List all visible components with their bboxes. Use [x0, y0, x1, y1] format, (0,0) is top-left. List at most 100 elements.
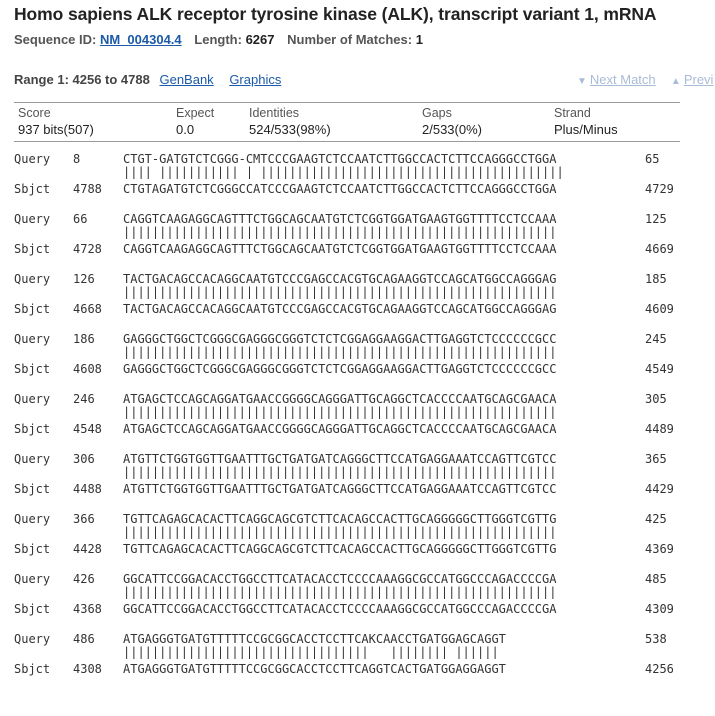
query-start: 486: [73, 632, 95, 646]
query-label: Query: [14, 392, 51, 406]
subject-end: 4369: [645, 542, 674, 556]
query-end: 125: [645, 212, 667, 226]
subject-start: 4488: [73, 482, 102, 496]
subject-sequence: ATGTTCTGGTGGTTGAATTTGCTGATGATCAGGGCTTCCA…: [123, 482, 557, 496]
query-sequence: ATGTTCTGGTGGTTGAATTTGCTGATGATCAGGGCTTCCA…: [123, 452, 557, 466]
subject-sequence: GGCATTCCGGACACCTGGCCTTCATACACCTCCCCAAAGG…: [123, 602, 557, 616]
length-label: Length:: [194, 32, 242, 47]
query-label: Query: [14, 512, 51, 526]
query-sequence: ATGAGGGTGATGTTTTTCCGCGGCACCTCCTTCAKCAACC…: [123, 632, 506, 646]
query-end: 305: [645, 392, 667, 406]
query-start: 66: [73, 212, 88, 226]
query-sequence: CTGT-GATGTCTCGGG-CMTCCCGAAGTCTCCAATCTTGG…: [123, 152, 557, 166]
subject-end: 4549: [645, 362, 674, 376]
subject-end: 4256: [645, 662, 674, 676]
query-label: Query: [14, 272, 51, 286]
match-line: ||||||||||||||||||||||||||||||||||||||||…: [123, 585, 557, 599]
query-end: 185: [645, 272, 667, 286]
query-end: 365: [645, 452, 667, 466]
query-label: Query: [14, 212, 51, 226]
match-line: ||||||||||||||||||||||||||||||||||||||||…: [123, 225, 557, 239]
query-end: 65: [645, 152, 660, 166]
subject-sequence: CTGTAGATGTCTCGGGCCATCCCGAAGTCTCCAATCTTGG…: [123, 182, 557, 196]
genbank-link[interactable]: GenBank: [159, 72, 214, 87]
query-sequence: GGCATTCCGGACACCTGGCCTTCATACACCTCCCCAAAGG…: [123, 572, 557, 586]
subject-end: 4429: [645, 482, 674, 496]
query-sequence: GAGGGCTGGCTCGGGCGAGGGCGGGTCTCTCGGAGGAAGG…: [123, 332, 557, 346]
subject-end: 4489: [645, 422, 674, 436]
subject-sequence: TACTGACAGCCACAGGCAATGTCCCGAGCCACGTGCAGAA…: [123, 302, 557, 316]
score-value: 937 bits(507): [18, 122, 94, 137]
length-value: 6267: [245, 32, 275, 47]
subject-start: 4608: [73, 362, 102, 376]
query-sequence: ATGAGCTCCAGCAGGATGAACCGGGGCAGGGATTGCAGGC…: [123, 392, 557, 406]
subject-label: Sbjct: [14, 662, 51, 676]
match-line: ||||||||||||||||||||||||||||||||||||||||…: [123, 285, 557, 299]
triangle-down-icon: ▼: [577, 76, 587, 87]
score-header: Score: [18, 106, 51, 120]
score-column: Score 937 bits(507): [18, 106, 94, 137]
match-line: |||||||||||||||||||||||||||||||||| |||||…: [123, 645, 499, 659]
match-line: ||||||||||||||||||||||||||||||||||||||||…: [123, 405, 557, 419]
expect-column: Expect 0.0: [176, 106, 214, 137]
page-title: Homo sapiens ALK receptor tyrosine kinas…: [14, 4, 657, 24]
expect-header: Expect: [176, 106, 215, 120]
query-label: Query: [14, 452, 51, 466]
subject-sequence: TGTTCAGAGCACACTTCAGGCAGCGTCTTCACAGCCACTT…: [123, 542, 557, 556]
gaps-header: Gaps: [422, 106, 452, 120]
subject-sequence: GAGGGCTGGCTCGGGCGAGGGCGGGTCTCTCGGAGGAAGG…: [123, 362, 557, 376]
match-line: ||||||||||||||||||||||||||||||||||||||||…: [123, 465, 557, 479]
identities-header: Identities: [249, 106, 300, 120]
subject-sequence: ATGAGCTCCAGCAGGATGAACCGGGGCAGGGATTGCAGGC…: [123, 422, 557, 436]
subject-start: 4728: [73, 242, 102, 256]
expect-value: 0.0: [176, 122, 195, 137]
sequence-id-link[interactable]: NM_004304.4: [99, 32, 182, 47]
query-label: Query: [14, 572, 51, 586]
subject-start: 4548: [73, 422, 102, 436]
subject-end: 4609: [645, 302, 674, 316]
subject-start: 4308: [73, 662, 102, 676]
match-line: ||||||||||||||||||||||||||||||||||||||||…: [123, 345, 557, 359]
query-start: 8: [73, 152, 81, 166]
query-sequence: TGTTCAGAGCACACTTCAGGCAGCGTCTTCACAGCCACTT…: [123, 512, 557, 526]
subject-label: Sbjct: [14, 602, 51, 616]
query-end: 538: [645, 632, 667, 646]
query-end: 485: [645, 572, 667, 586]
next-match-link[interactable]: Next Match: [589, 72, 656, 87]
query-label: Query: [14, 152, 51, 166]
subject-end: 4729: [645, 182, 674, 196]
triangle-up-icon: ▲: [670, 76, 681, 87]
query-sequence: TACTGACAGCCACAGGCAATGTCCCGAGCCACGTGCAGAA…: [123, 272, 557, 286]
strand-header: Strand: [554, 106, 591, 120]
query-start: 186: [73, 332, 95, 346]
alignment-stats: Score 937 bits(507) Expect 0.0 Identitie…: [14, 102, 680, 142]
identities-column: Identities 524/533(98%): [249, 106, 331, 137]
query-start: 306: [73, 452, 95, 466]
subject-label: Sbjct: [14, 362, 51, 376]
query-start: 246: [73, 392, 95, 406]
range-bar: Range 1: 4256 to 4788 GenBank Graphics: [14, 72, 281, 87]
previous-match-link[interactable]: Previ: [683, 72, 714, 87]
query-label: Query: [14, 332, 51, 346]
subject-end: 4669: [645, 242, 674, 256]
graphics-link[interactable]: Graphics: [229, 72, 282, 87]
subject-label: Sbjct: [14, 542, 51, 556]
query-end: 425: [645, 512, 667, 526]
subject-sequence: CAGGTCAAGAGGCAGTTTCTGGCAGCAATGTCTCGGTGGA…: [123, 242, 557, 256]
sequence-id-label: Sequence ID:: [14, 32, 97, 47]
query-start: 366: [73, 512, 95, 526]
match-line: |||| ||||||||||| | |||||||||||||||||||||…: [123, 165, 564, 179]
subject-start: 4428: [73, 542, 102, 556]
subject-label: Sbjct: [14, 302, 51, 316]
subject-sequence: ATGAGGGTGATGTTTTTCCGCGGCACCTCCTTCAGGTCAC…: [123, 662, 506, 676]
subject-label: Sbjct: [14, 482, 51, 496]
subject-start: 4368: [73, 602, 102, 616]
subject-end: 4309: [645, 602, 674, 616]
subject-label: Sbjct: [14, 422, 51, 436]
query-sequence: CAGGTCAAGAGGCAGTTTCTGGCAGCAATGTCTCGGTGGA…: [123, 212, 557, 226]
subject-label: Sbjct: [14, 182, 51, 196]
match-line: ||||||||||||||||||||||||||||||||||||||||…: [123, 525, 557, 539]
identities-value: 524/533(98%): [249, 122, 331, 137]
query-start: 426: [73, 572, 95, 586]
query-end: 245: [645, 332, 667, 346]
